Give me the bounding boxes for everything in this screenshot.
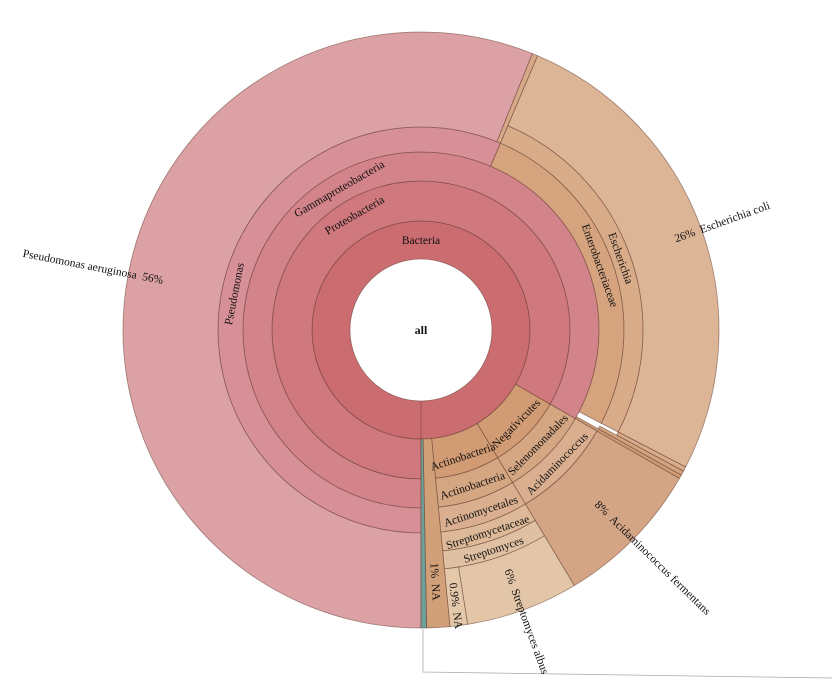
- wedge-minor-taxon-teal[interactable]: [420, 438, 428, 629]
- outer-label-1-na: 1% NA: [428, 562, 442, 601]
- sunburst-wedges: [122, 31, 720, 629]
- outer-label-0-9-na: 0.9% NA: [446, 582, 464, 630]
- ring-label-bacteria: Bacteria: [402, 235, 440, 247]
- label-leader-line: [422, 629, 832, 679]
- wedge-pseudomonas-aeruginosa[interactable]: [122, 31, 533, 629]
- center-root-label: all: [415, 323, 428, 337]
- wedge-escherichia-coli[interactable]: [507, 55, 720, 468]
